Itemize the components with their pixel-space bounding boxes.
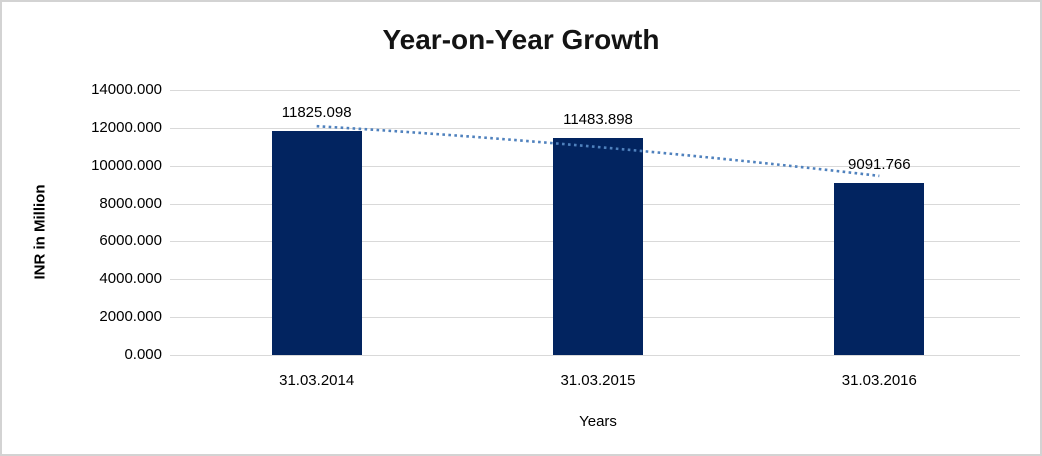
y-tick-label: 10000.000 xyxy=(91,156,162,174)
bar-31.03.2016 xyxy=(834,182,925,355)
y-tick-label: 12000.000 xyxy=(91,118,162,136)
y-tick-label: 8000.000 xyxy=(99,194,162,212)
y-tick-label: 6000.000 xyxy=(99,232,162,250)
y-axis-title: INR in Million xyxy=(31,184,49,280)
y-tick-label: 2000.000 xyxy=(99,308,162,326)
x-tick-label: 31.03.2016 xyxy=(841,372,917,389)
gridline xyxy=(170,127,1020,129)
bar-31.03.2014 xyxy=(271,131,362,355)
y-tick-label: 4000.000 xyxy=(99,270,162,288)
x-axis-title: Years xyxy=(579,413,617,430)
data-label: 9091.766 xyxy=(848,155,911,173)
x-tick-label: 31.03.2014 xyxy=(279,372,355,389)
y-tick-label: 14000.000 xyxy=(91,81,162,98)
gridline xyxy=(170,90,1020,91)
x-tick-label: 31.03.2015 xyxy=(560,372,636,389)
data-label: 11483.898 xyxy=(563,110,633,128)
data-label: 11825.098 xyxy=(281,104,352,122)
chart-title: Year-on-Year Growth xyxy=(382,24,660,55)
y-tick-label: 0.000 xyxy=(124,346,162,363)
gridline xyxy=(170,355,1020,356)
bar-31.03.2015 xyxy=(553,137,643,355)
